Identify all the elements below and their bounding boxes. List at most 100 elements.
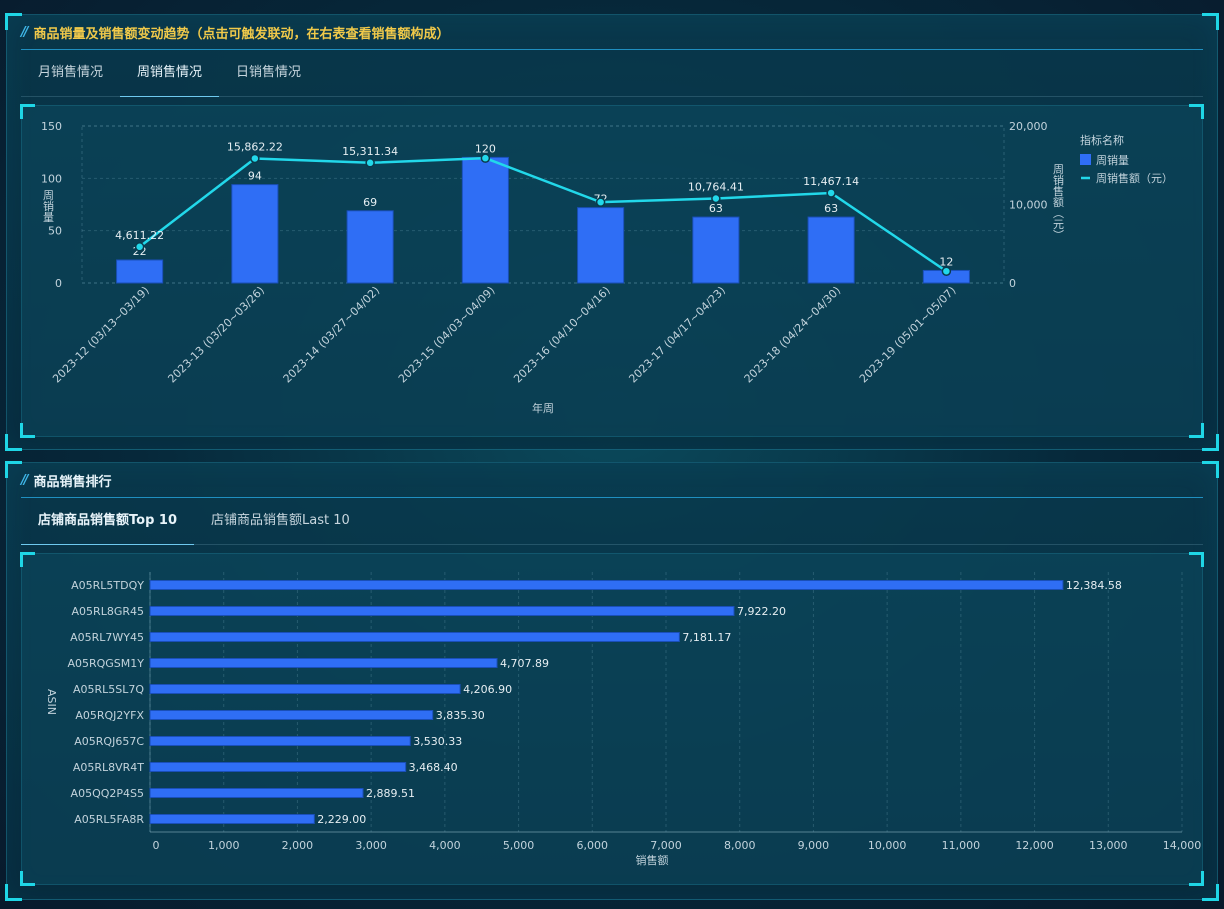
bar bbox=[461, 156, 509, 284]
bar-value-label: 12 bbox=[939, 255, 953, 268]
y-left-tick-label: 0 bbox=[55, 277, 62, 290]
ranking-tabs: 店铺商品销售额Top 10 店铺商品销售额Last 10 bbox=[21, 498, 1203, 545]
legend-line-label: 周销售额（元） bbox=[1096, 171, 1173, 185]
top10-sales-chart[interactable]: 0 1,000 2,000 3,000 4,000 5,000 6,000 7,000 8,00… bbox=[22, 554, 1202, 884]
bar bbox=[149, 814, 315, 824]
corner-decoration bbox=[1202, 461, 1219, 478]
x-tick-label: 2023-16 (04/10~04/16) bbox=[511, 284, 613, 386]
line-point bbox=[365, 158, 375, 168]
x-tick-label: 2023-15 (04/03~04/09) bbox=[396, 284, 498, 386]
bar bbox=[149, 606, 735, 616]
corner-decoration bbox=[1202, 434, 1219, 451]
bar bbox=[577, 207, 625, 284]
bar bbox=[231, 184, 279, 284]
y-tick-label: A05RQJ657C bbox=[74, 735, 144, 748]
y-left-tick-label: 100 bbox=[41, 172, 62, 185]
bar-value-label: 63 bbox=[709, 202, 723, 215]
x-tick-label: 2,000 bbox=[282, 839, 314, 852]
bar bbox=[149, 658, 498, 668]
trend-tabs: 月销售情况 周销售情况 日销售情况 bbox=[21, 50, 1203, 97]
bar bbox=[149, 684, 461, 694]
y-tick-label: A05RL5TDQY bbox=[71, 579, 144, 592]
line-point bbox=[250, 153, 260, 164]
bar bbox=[346, 210, 394, 284]
trend-panel-title: 商品销量及销售额变动趋势（点击可触发联动，在右表查看销售额构成） bbox=[33, 26, 450, 42]
bar-value-label: 4,707.89 bbox=[500, 657, 549, 670]
x-tick-label: 2023-13 (03/20~03/26) bbox=[165, 284, 267, 386]
line-point bbox=[941, 266, 952, 276]
x-tick-label: 0 bbox=[153, 839, 160, 852]
x-tick-label: 2023-17 (04/17~04/23) bbox=[626, 284, 728, 386]
y-axis-label: ASIN bbox=[45, 689, 58, 715]
x-tick-label: 2023-19 (05/01~05/07) bbox=[857, 284, 959, 386]
bar-value-label: 120 bbox=[475, 142, 496, 155]
y-tick-label: A05RL5FA8R bbox=[74, 813, 144, 826]
bar-value-label: 7,181.17 bbox=[682, 631, 731, 644]
y-tick-label: A05RL8GR45 bbox=[72, 605, 144, 618]
x-tick-label: 1,000 bbox=[208, 839, 240, 852]
x-tick-label: 8,000 bbox=[724, 839, 756, 852]
x-tick-label: 2023-14 (03/27~04/02) bbox=[281, 284, 383, 386]
line-value-label: 11,467.14 bbox=[803, 175, 859, 188]
bar bbox=[149, 710, 434, 720]
ranking-chart-box: 0 1,000 2,000 3,000 4,000 5,000 6,000 7,000 8,00… bbox=[20, 552, 1204, 886]
y-left-tick-label: 50 bbox=[48, 225, 62, 238]
y-right-tick-label: 0 bbox=[1009, 277, 1016, 290]
y-right-tick-label: 20,000 bbox=[1009, 120, 1048, 133]
y-tick-label: A05QQ2P4S5 bbox=[71, 787, 144, 800]
corner-decoration bbox=[20, 552, 35, 567]
tab-weekly-sales[interactable]: 周销售情况 bbox=[120, 50, 220, 97]
bar bbox=[149, 736, 411, 746]
bar-value-label: 4,206.90 bbox=[463, 683, 512, 696]
x-tick-label: 5,000 bbox=[503, 839, 535, 852]
bar-value-label: 3,835.30 bbox=[436, 709, 485, 722]
x-tick-label: 9,000 bbox=[798, 839, 830, 852]
x-tick-label: 13,000 bbox=[1089, 839, 1128, 852]
x-tick-label: 3,000 bbox=[355, 839, 387, 852]
tab-monthly-sales[interactable]: 月销售情况 bbox=[38, 65, 104, 80]
y-tick-label: A05RQJ2YFX bbox=[75, 709, 144, 722]
x-tick-label: 14,000 bbox=[1163, 839, 1202, 852]
trend-chart-box: 050100150010,00020,000周销量周销售额（元）年周229469… bbox=[20, 104, 1204, 438]
ranking-panel-header: // 商品销售排行 bbox=[21, 463, 1203, 498]
x-tick-label: 6,000 bbox=[577, 839, 609, 852]
bar bbox=[149, 762, 407, 772]
corner-decoration bbox=[20, 423, 35, 438]
corner-decoration bbox=[5, 884, 22, 901]
ranking-panel: // 商品销售排行 店铺商品销售额Top 10 店铺商品销售额Last 10 0… bbox=[5, 461, 1219, 901]
trend-panel: // 商品销量及销售额变动趋势（点击可触发联动，在右表查看销售额构成） 月销售情… bbox=[5, 13, 1219, 451]
bar bbox=[692, 216, 740, 284]
bar-value-label: 69 bbox=[363, 196, 377, 209]
bar-value-label: 3,468.40 bbox=[409, 761, 458, 774]
x-tick-label: 2023-18 (04/24~04/30) bbox=[742, 284, 844, 386]
corner-decoration bbox=[5, 13, 22, 30]
x-tick-label: 11,000 bbox=[942, 839, 981, 852]
line-value-label: 10,764.41 bbox=[688, 180, 744, 193]
corner-decoration bbox=[5, 461, 22, 478]
plot-area bbox=[81, 125, 1005, 284]
x-tick-label: 10,000 bbox=[868, 839, 907, 852]
line-point bbox=[480, 153, 491, 163]
trend-panel-header: // 商品销量及销售额变动趋势（点击可触发联动，在右表查看销售额构成） bbox=[21, 15, 1203, 50]
line-series bbox=[138, 156, 948, 273]
corner-decoration bbox=[1189, 104, 1204, 119]
bar bbox=[116, 259, 164, 284]
x-tick-label: 12,000 bbox=[1015, 839, 1054, 852]
y-left-tick-label: 150 bbox=[41, 120, 62, 133]
x-tick-label: 4,000 bbox=[429, 839, 461, 852]
tab-last10[interactable]: 店铺商品销售额Last 10 bbox=[211, 513, 350, 528]
double-slash-icon: // bbox=[21, 24, 28, 40]
tab-top10[interactable]: 店铺商品销售额Top 10 bbox=[21, 498, 194, 545]
corner-decoration bbox=[1189, 423, 1204, 438]
tab-daily-sales[interactable]: 日销售情况 bbox=[236, 65, 302, 80]
line-point bbox=[134, 242, 145, 252]
y-tick-label: A05RQGSM1Y bbox=[67, 657, 144, 670]
bar-value-label: 7,922.20 bbox=[737, 605, 786, 618]
legend-bar-swatch bbox=[1080, 154, 1091, 165]
weekly-sales-chart[interactable]: 050100150010,00020,000周销量周销售额（元）年周229469… bbox=[22, 106, 1202, 436]
bar-value-label: 2,229.00 bbox=[317, 813, 366, 826]
line-point bbox=[595, 197, 606, 207]
double-slash-icon: // bbox=[21, 472, 28, 488]
line-point bbox=[826, 188, 836, 198]
y-right-tick-label: 10,000 bbox=[1009, 199, 1048, 212]
